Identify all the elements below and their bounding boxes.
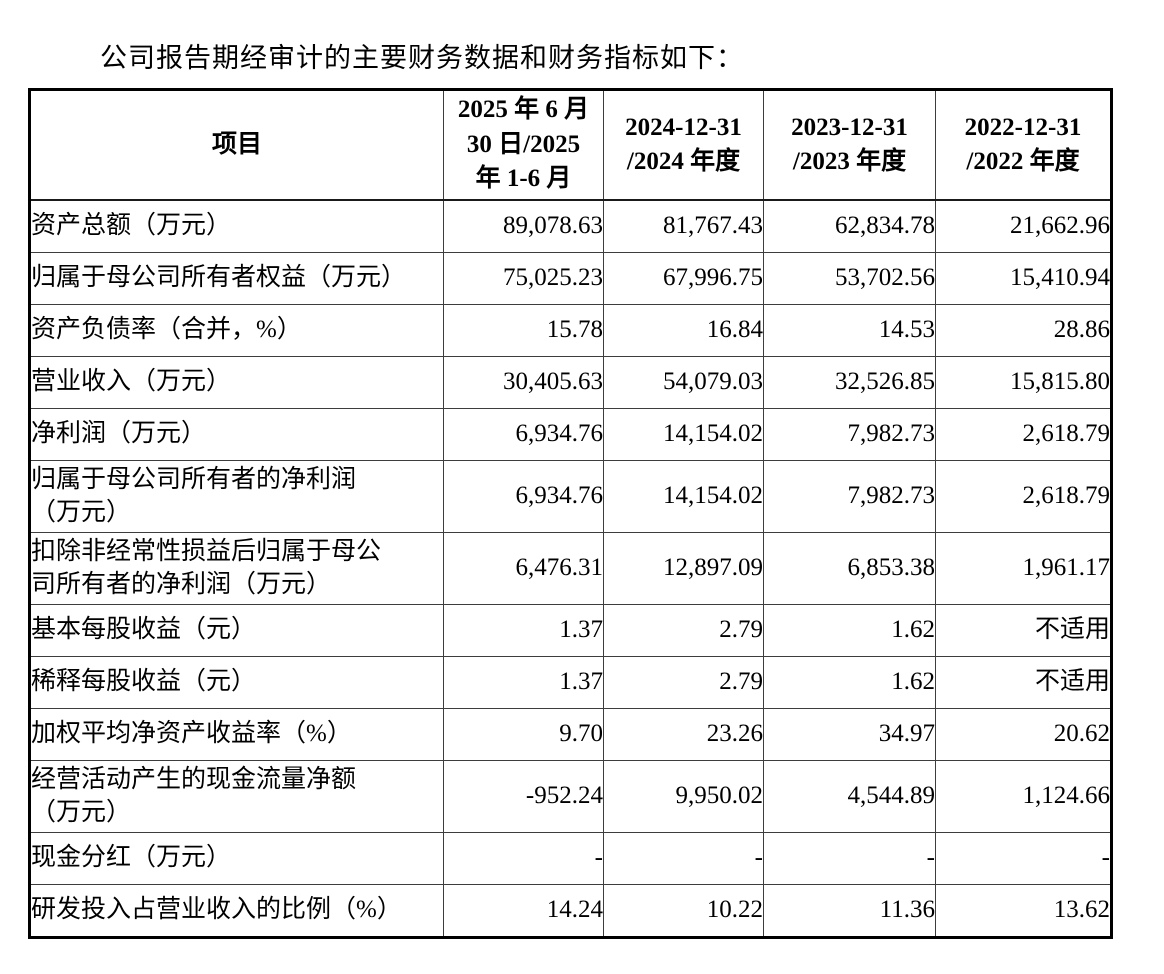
cell-value: 53,702.56 (763, 252, 936, 305)
table-row-basic-eps: 基本每股收益（元） 1.37 2.79 1.62 不适用 (29, 604, 1112, 657)
cell-value: 6,853.38 (763, 532, 936, 605)
cell-value: 15,815.80 (935, 356, 1112, 409)
table-row-diluted-eps: 稀释每股收益（元） 1.37 2.79 1.62 不适用 (29, 656, 1112, 709)
cell-value: - (763, 832, 936, 885)
cell-value: 不适用 (935, 656, 1112, 709)
table-row-deducted-net-profit: 扣除非经常性损益后归属于母公 司所有者的净利润（万元） 6,476.31 12,… (29, 532, 1112, 605)
cell-value: 14,154.02 (603, 408, 764, 461)
document-title: 公司报告期经审计的主要财务数据和财务指标如下： (100, 43, 744, 73)
row-label: 经营活动产生的现金流量净额 （万元） (29, 760, 444, 833)
cell-value: -952.24 (443, 760, 604, 833)
cell-value: 4,544.89 (763, 760, 936, 833)
table-row-cash-dividend: 现金分红（万元） - - - - (29, 832, 1112, 885)
cell-value: 1.62 (763, 604, 936, 657)
row-label: 资产总额（万元） (29, 199, 444, 253)
cell-value: 89,078.63 (443, 199, 604, 253)
cell-value: 14.24 (443, 884, 604, 938)
row-label: 现金分红（万元） (29, 832, 444, 885)
row-label: 归属于母公司所有者权益（万元） (29, 252, 444, 305)
cell-value: 62,834.78 (763, 199, 936, 253)
cell-value: 2.79 (603, 656, 764, 709)
row-label: 净利润（万元） (29, 408, 444, 461)
cell-value: 15,410.94 (935, 252, 1112, 305)
cell-value: 13.62 (935, 884, 1112, 938)
cell-value: 12,897.09 (603, 532, 764, 605)
cell-value: 23.26 (603, 708, 764, 761)
cell-value: 1.37 (443, 604, 604, 657)
cell-value: 28.86 (935, 304, 1112, 357)
cell-value: - (603, 832, 764, 885)
cell-value: 2.79 (603, 604, 764, 657)
cell-value: 16.84 (603, 304, 764, 357)
table-row-net-profit: 净利润（万元） 6,934.76 14,154.02 7,982.73 2,61… (29, 408, 1112, 461)
table-row-revenue: 营业收入（万元） 30,405.63 54,079.03 32,526.85 1… (29, 356, 1112, 409)
table-row-debt-ratio: 资产负债率（合并，%） 15.78 16.84 14.53 28.86 (29, 304, 1112, 357)
cell-value: 15.78 (443, 304, 604, 357)
cell-value: 6,476.31 (443, 532, 604, 605)
cell-value: 9.70 (443, 708, 604, 761)
table-header-row: 项目 2025 年 6 月 30 日/2025 年 1-6 月 2024-12-… (29, 89, 1112, 201)
table-row-parent-net-profit: 归属于母公司所有者的净利润 （万元） 6,934.76 14,154.02 7,… (29, 460, 1112, 533)
cell-value: 1.37 (443, 656, 604, 709)
cell-value: 1.62 (763, 656, 936, 709)
row-label: 研发投入占营业收入的比例（%） (29, 884, 444, 938)
cell-value: 81,767.43 (603, 199, 764, 253)
cell-value: 不适用 (935, 604, 1112, 657)
table-row-weighted-roe: 加权平均净资产收益率（%） 9.70 23.26 34.97 20.62 (29, 708, 1112, 761)
cell-value: - (443, 832, 604, 885)
cell-value: 7,982.73 (763, 460, 936, 533)
cell-value: - (935, 832, 1112, 885)
row-label: 资产负债率（合并，%） (29, 304, 444, 357)
cell-value: 7,982.73 (763, 408, 936, 461)
financial-data-table: 项目 2025 年 6 月 30 日/2025 年 1-6 月 2024-12-… (28, 88, 1113, 939)
cell-value: 6,934.76 (443, 408, 604, 461)
header-period-2025-cell: 2025 年 6 月 30 日/2025 年 1-6 月 (443, 89, 604, 201)
cell-value: 11.36 (763, 884, 936, 938)
row-label: 加权平均净资产收益率（%） (29, 708, 444, 761)
cell-value: 30,405.63 (443, 356, 604, 409)
cell-value: 14,154.02 (603, 460, 764, 533)
table-row-operating-cash-flow: 经营活动产生的现金流量净额 （万元） -952.24 9,950.02 4,54… (29, 760, 1112, 833)
header-item-cell: 项目 (29, 89, 444, 201)
cell-value: 67,996.75 (603, 252, 764, 305)
cell-value: 2,618.79 (935, 460, 1112, 533)
table-row-total-assets: 资产总额（万元） 89,078.63 81,767.43 62,834.78 2… (29, 199, 1112, 253)
table-row-parent-equity: 归属于母公司所有者权益（万元） 75,025.23 67,996.75 53,7… (29, 252, 1112, 305)
row-label: 扣除非经常性损益后归属于母公 司所有者的净利润（万元） (29, 532, 444, 605)
cell-value: 6,934.76 (443, 460, 604, 533)
cell-value: 1,124.66 (935, 760, 1112, 833)
cell-value: 2,618.79 (935, 408, 1112, 461)
cell-value: 1,961.17 (935, 532, 1112, 605)
cell-value: 20.62 (935, 708, 1112, 761)
cell-value: 21,662.96 (935, 199, 1112, 253)
header-period-2024-cell: 2024-12-31 /2024 年度 (603, 89, 764, 201)
row-label: 稀释每股收益（元） (29, 656, 444, 709)
cell-value: 10.22 (603, 884, 764, 938)
row-label: 营业收入（万元） (29, 356, 444, 409)
row-label: 归属于母公司所有者的净利润 （万元） (29, 460, 444, 533)
cell-value: 54,079.03 (603, 356, 764, 409)
cell-value: 75,025.23 (443, 252, 604, 305)
cell-value: 32,526.85 (763, 356, 936, 409)
cell-value: 9,950.02 (603, 760, 764, 833)
header-period-2023-cell: 2023-12-31 /2023 年度 (763, 89, 936, 201)
cell-value: 14.53 (763, 304, 936, 357)
header-period-2022-cell: 2022-12-31 /2022 年度 (935, 89, 1112, 201)
row-label: 基本每股收益（元） (29, 604, 444, 657)
cell-value: 34.97 (763, 708, 936, 761)
table-row-rd-ratio: 研发投入占营业收入的比例（%） 14.24 10.22 11.36 13.62 (29, 884, 1112, 938)
